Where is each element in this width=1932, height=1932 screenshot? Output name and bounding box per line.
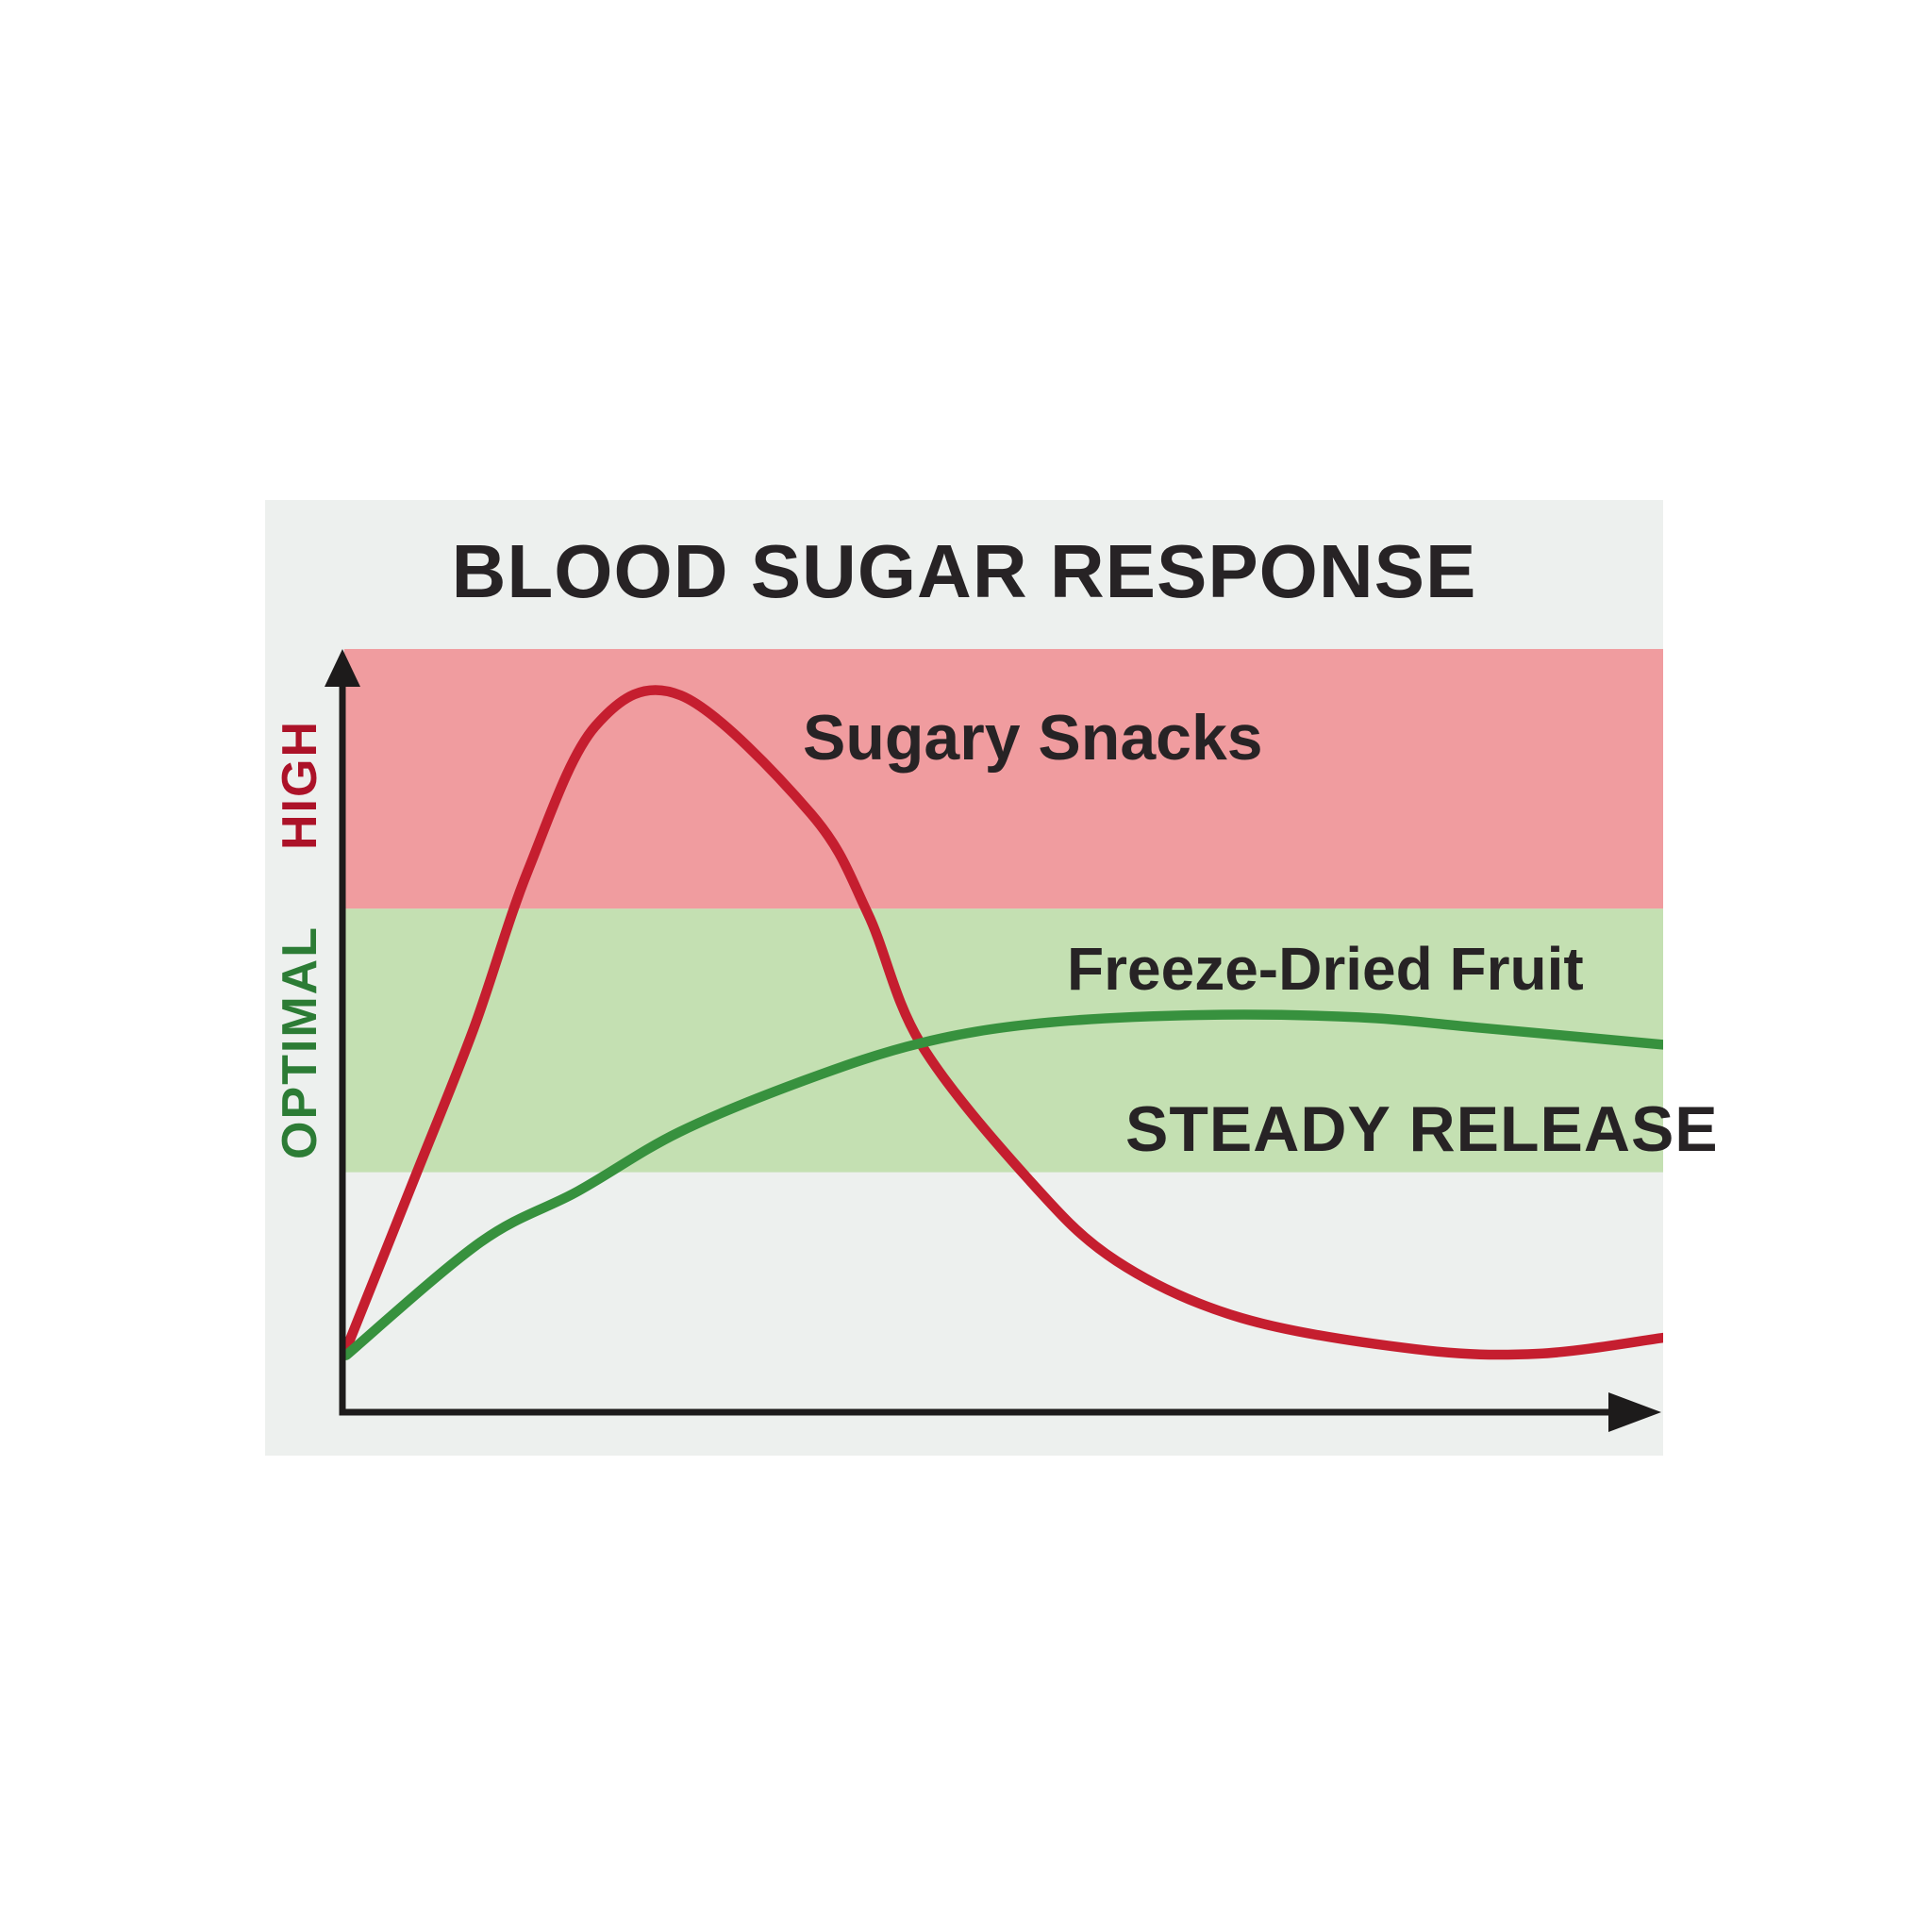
chart-card: BLOOD SUGAR RESPONSE HIGH OPTIMAL Sugary… (265, 500, 1718, 1456)
label-steady-release: STEADY RELEASE (1125, 1093, 1719, 1165)
axis-label-high: HIGH (273, 720, 327, 850)
band-optimal (344, 908, 1663, 1173)
steady-release-curve (341, 1009, 1663, 1360)
axis-label-optimal: OPTIMAL (273, 925, 327, 1159)
x-axis-arrow-icon (1608, 1392, 1661, 1432)
y-axis-arrow-icon (325, 649, 360, 687)
label-sugary-snacks: Sugary Snacks (803, 702, 1263, 774)
band-high (344, 648, 1663, 909)
chart-plot (325, 648, 1663, 1432)
curves (341, 685, 1663, 1360)
label-freeze-dried-fruit: Freeze-Dried Fruit (1067, 935, 1584, 1003)
chart-title: BLOOD SUGAR RESPONSE (451, 529, 1477, 613)
level-bands (344, 648, 1663, 1173)
sugary-snacks-curve (341, 685, 1663, 1360)
